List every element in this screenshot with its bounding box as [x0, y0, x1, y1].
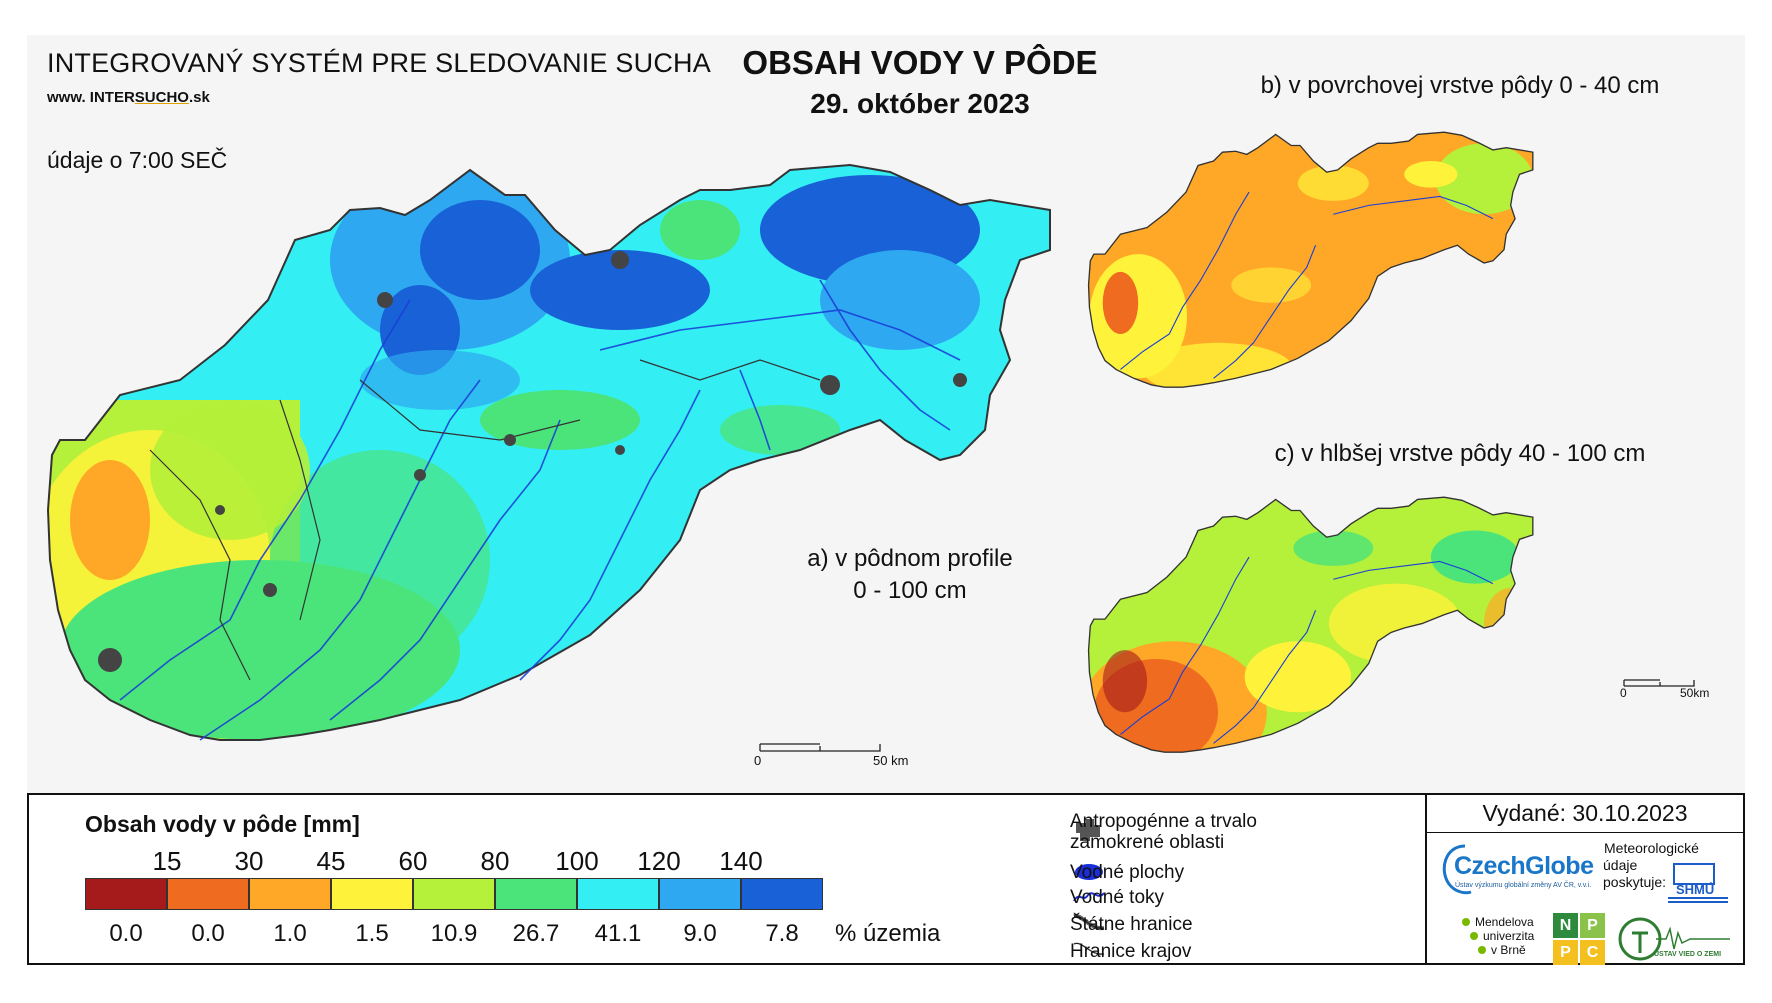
percent-unit: % územia	[835, 920, 941, 947]
region-border-icon	[1073, 942, 1105, 955]
legend-swatch	[85, 878, 167, 910]
meteo-provider-note: Meteorologické údaje poskytuje:	[1603, 840, 1699, 890]
time-note: údaje o 7:00 SEČ	[47, 147, 228, 173]
legend-percent: 26.7	[512, 920, 560, 947]
scale-zero-a: 0	[754, 753, 762, 768]
page-date: 29. október 2023	[810, 88, 1030, 119]
legend-threshold: 15	[152, 846, 182, 876]
map-a-label: a) v pôdnom profile	[807, 545, 1013, 572]
shmu-logo: SHMÚ	[1668, 858, 1730, 906]
mendel-university-logo: Mendelova univerzita v Brně	[1462, 915, 1534, 957]
legend-water-streams: Vodné toky	[1070, 887, 1165, 908]
earth-science-institute-logo: ÚSTAV VIED O ZEMI	[1618, 909, 1736, 969]
legend-swatch	[167, 878, 249, 910]
scale-zero-small: 0	[1620, 686, 1627, 700]
legend-threshold: 100	[555, 846, 599, 876]
legend-swatch	[413, 878, 495, 910]
scale-max-small: 50km	[1680, 686, 1710, 700]
legend-threshold: 120	[637, 846, 681, 876]
map-b-label: b) v povrchovej vrstve pôdy 0 - 40 cm	[1260, 72, 1660, 99]
legend-threshold: 80	[480, 846, 510, 876]
legend-percent: 9.0	[683, 920, 717, 947]
issued-panel	[1425, 795, 1745, 965]
legend-percent: 7.8	[765, 920, 799, 947]
legend-swatch	[741, 878, 823, 910]
legend-percent: 0.0	[191, 920, 225, 947]
soil-water-map-c	[1087, 496, 1534, 753]
system-url[interactable]: www. INTERSUCHO.sk	[47, 89, 210, 106]
system-title: INTEGROVANÝ SYSTÉM PRE SLEDOVANIE SUCHA	[47, 48, 711, 78]
legend-threshold: 45	[316, 846, 346, 876]
legend-percent: 1.5	[355, 920, 389, 947]
legend-threshold: 140	[719, 846, 763, 876]
legend-percent: 0.0	[109, 920, 143, 947]
czechglobe-logo: CzechGlobe Ústav výzkumu globální změny …	[1435, 840, 1600, 898]
legend-percent: 10.9	[430, 920, 478, 947]
legend-swatch	[577, 878, 659, 910]
state-border-icon	[1073, 913, 1105, 931]
legend-swatch	[249, 878, 331, 910]
page-title: OBSAH VODY V PÔDE	[742, 44, 1098, 81]
map-a-depth: 0 - 100 cm	[853, 577, 967, 604]
legend-percent: 1.0	[273, 920, 307, 947]
legend-swatch	[331, 878, 413, 910]
anthropogenic-area-icon	[1076, 819, 1100, 841]
nppc-logo: N P P C	[1553, 913, 1605, 965]
legend-title: Obsah vody v pôde [mm]	[85, 811, 360, 837]
legend-threshold: 30	[234, 846, 264, 876]
legend-state-borders: Štátne hranice	[1070, 914, 1193, 935]
legend-water-bodies: Vodné plochy	[1070, 862, 1185, 883]
issued-divider	[1427, 832, 1743, 833]
legend-anthropogenic-line1: Antropogénne a trvalo	[1070, 811, 1257, 832]
legend-percent: 41.1	[594, 920, 642, 947]
soil-water-map-b	[1087, 131, 1534, 388]
scale-bar-a	[759, 743, 881, 752]
water-stream-icon	[1073, 892, 1105, 902]
legend-threshold: 60	[398, 846, 428, 876]
scale-max-a: 50 km	[873, 753, 909, 768]
water-body-icon	[1075, 864, 1103, 880]
map-c-label: c) v hlbšej vrstve pôdy 40 - 100 cm	[1274, 440, 1646, 467]
legend-swatch	[659, 878, 741, 910]
legend-anthropogenic-line2: zamokrené oblasti	[1070, 832, 1225, 853]
scale-bar-small	[1623, 679, 1695, 687]
legend-swatch	[495, 878, 577, 910]
issued-date: Vydané: 30.10.2023	[1482, 800, 1688, 826]
legend-region-borders: Hranice krajov	[1070, 941, 1192, 962]
